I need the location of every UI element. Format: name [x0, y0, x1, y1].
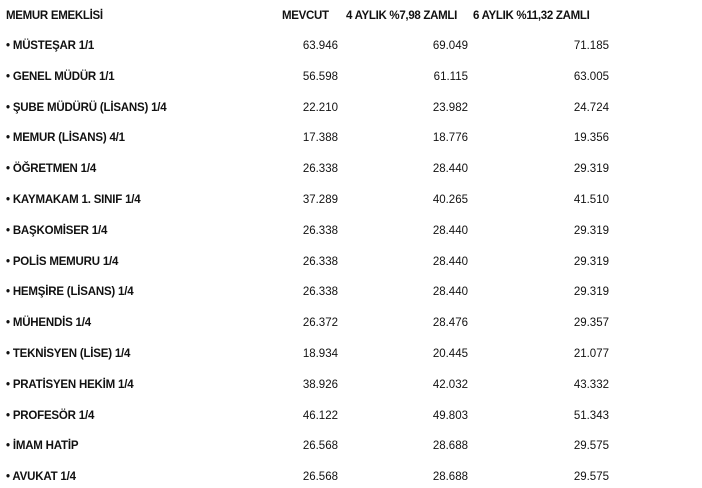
table-header: MEMUR EMEKLİSİ MEVCUT 4 AYLIK %7,98 ZAML…: [0, 6, 702, 26]
row-label: • GENEL MÜDÜR 1/1: [6, 70, 115, 83]
cell-mevcut: 18.934: [302, 348, 338, 360]
cell-4-aylik: 49.803: [432, 409, 468, 422]
row-label: • HEMŞİRE (LİSANS) 1/4: [6, 286, 134, 299]
cell-mevcut: 26.568: [302, 440, 338, 453]
cell-4-aylik: 40.265: [432, 194, 468, 206]
cell-6-aylik: 29.357: [573, 317, 609, 330]
cell-mevcut: 56.598: [302, 70, 338, 83]
table-title: MEMUR EMEKLİSİ: [6, 10, 103, 22]
cell-mevcut: 38.926: [302, 378, 338, 391]
column-header-6-aylik: 6 AYLIK %11,32 ZAMLI: [473, 10, 590, 22]
cell-6-aylik: 29.575: [573, 471, 609, 484]
cell-mevcut: 26.568: [302, 471, 338, 484]
table-row: • GENEL MÜDÜR 1/1 56.598 61.115 63.005: [0, 67, 702, 87]
cell-mevcut: 37.289: [302, 194, 338, 206]
row-label: • PRATİSYEN HEKİM 1/4: [6, 378, 134, 391]
column-header-4-aylik: 4 AYLIK %7,98 ZAMLI: [346, 10, 458, 22]
cell-4-aylik: 61.115: [433, 70, 468, 83]
cell-6-aylik: 29.319: [573, 224, 609, 237]
cell-mevcut: 26.372: [302, 317, 338, 330]
cell-6-aylik: 29.575: [573, 440, 609, 453]
row-label: • PROFESÖR 1/4: [6, 409, 95, 422]
cell-mevcut: 26.338: [302, 255, 338, 268]
cell-6-aylik: 29.319: [573, 255, 609, 268]
cell-4-aylik: 18.776: [432, 132, 468, 145]
row-label: • TEKNİSYEN (LİSE) 1/4: [6, 348, 131, 360]
cell-mevcut: 26.338: [302, 163, 338, 176]
table-row: • İMAM HATİP 26.568 28.688 29.575: [0, 436, 702, 456]
cell-6-aylik: 29.319: [573, 286, 609, 299]
cell-6-aylik: 24.724: [573, 101, 609, 114]
cell-4-aylik: 28.440: [432, 255, 468, 268]
cell-4-aylik: 28.440: [432, 224, 468, 237]
cell-mevcut: 26.338: [302, 224, 338, 237]
cell-4-aylik: 69.049: [432, 40, 468, 52]
table-row: • MÜSTEŞAR 1/1 63.946 69.049 71.185: [0, 36, 702, 56]
row-label: • MEMUR (LİSANS) 4/1: [6, 132, 125, 145]
table-row: • MEMUR (LİSANS) 4/1 17.388 18.776 19.356: [0, 128, 702, 148]
cell-6-aylik: 29.319: [573, 163, 609, 176]
cell-4-aylik: 28.440: [432, 286, 468, 299]
table-row: • MÜHENDİS 1/4 26.372 28.476 29.357: [0, 313, 702, 333]
table-row: • TEKNİSYEN (LİSE) 1/4 18.934 20.445 21.077: [0, 344, 702, 364]
cell-mevcut: 17.388: [302, 132, 338, 145]
table-row: • ŞUBE MÜDÜRÜ (LİSANS) 1/4 22.210 23.982 24…: [0, 98, 702, 118]
cell-6-aylik: 19.356: [573, 132, 609, 145]
cell-4-aylik: 23.982: [432, 101, 468, 114]
cell-4-aylik: 28.440: [432, 163, 468, 176]
cell-mevcut: 63.946: [302, 40, 338, 52]
row-label: • POLİS MEMURU 1/4: [6, 255, 119, 268]
cell-6-aylik: 71.185: [573, 40, 609, 52]
table-row: • PRATİSYEN HEKİM 1/4 38.926 42.032 43.332: [0, 375, 702, 395]
row-label: • İMAM HATİP: [6, 440, 79, 453]
cell-6-aylik: 63.005: [573, 70, 609, 83]
cell-4-aylik: 20.445: [432, 348, 468, 360]
row-label: • KAYMAKAM 1. SINIF 1/4: [6, 194, 141, 206]
cell-6-aylik: 41.510: [573, 194, 609, 206]
table-row: • BAŞKOMİSER 1/4 26.338 28.440 29.319: [0, 221, 702, 241]
cell-mevcut: 46.122: [302, 409, 338, 422]
row-label: • ŞUBE MÜDÜRÜ (LİSANS) 1/4: [6, 101, 167, 114]
cell-4-aylik: 28.688: [432, 440, 468, 453]
table-row: • KAYMAKAM 1. SINIF 1/4 37.289 40.265 41.51…: [0, 190, 702, 210]
table-row: • PROFESÖR 1/4 46.122 49.803 51.343: [0, 406, 702, 426]
cell-4-aylik: 28.688: [432, 471, 468, 484]
row-label: • MÜSTEŞAR 1/1: [6, 40, 95, 52]
cell-4-aylik: 42.032: [432, 378, 468, 391]
table-row: • AVUKAT 1/4 26.568 28.688 29.575: [0, 467, 702, 487]
row-label: • MÜHENDİS 1/4: [6, 317, 91, 330]
cell-mevcut: 22.210: [302, 101, 338, 114]
cell-6-aylik: 21.077: [573, 348, 609, 360]
cell-6-aylik: 43.332: [573, 378, 609, 391]
cell-6-aylik: 51.343: [573, 409, 609, 422]
row-label: • AVUKAT 1/4: [6, 471, 76, 484]
cell-mevcut: 26.338: [302, 286, 338, 299]
table-row: • POLİS MEMURU 1/4 26.338 28.440 29.319: [0, 252, 702, 272]
table-row: • HEMŞİRE (LİSANS) 1/4 26.338 28.440 29.319: [0, 282, 702, 302]
row-label: • BAŞKOMİSER 1/4: [6, 224, 108, 237]
row-label: • ÖĞRETMEN 1/4: [6, 163, 97, 176]
cell-4-aylik: 28.476: [432, 317, 468, 330]
table-row: • ÖĞRETMEN 1/4 26.338 28.440 29.319: [0, 159, 702, 179]
column-header-mevcut: MEVCUT: [282, 10, 329, 22]
